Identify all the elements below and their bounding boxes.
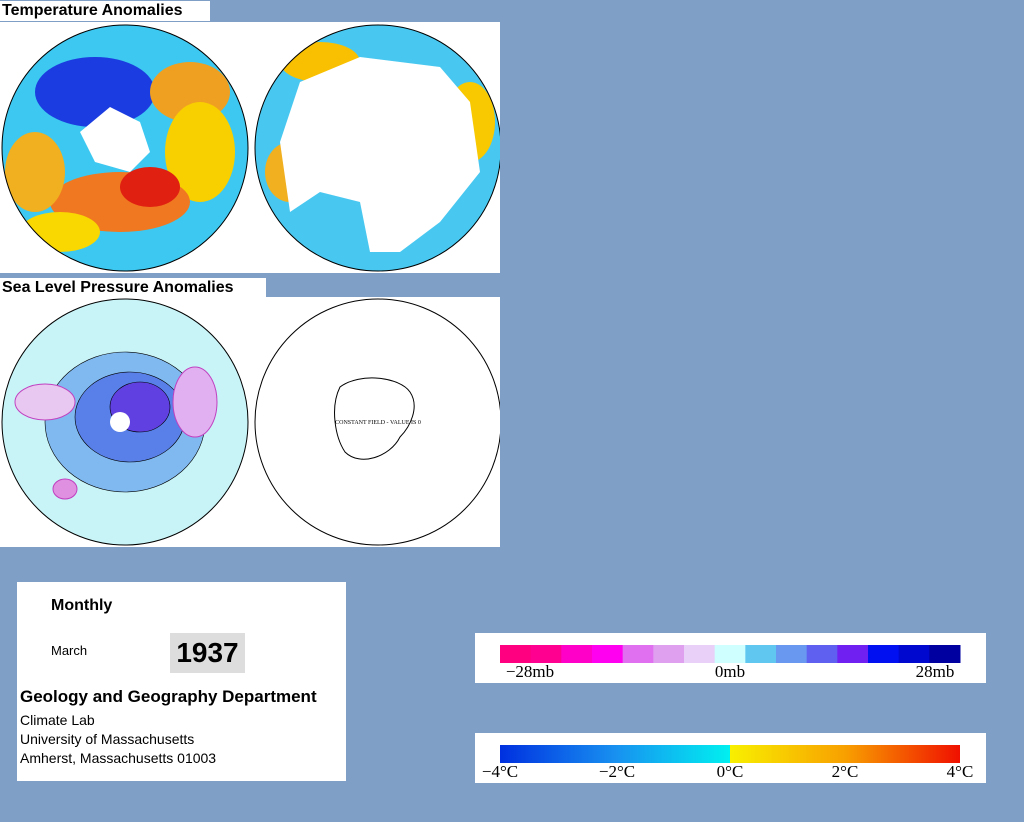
temperature-maps xyxy=(0,22,500,273)
color-bar-segment xyxy=(929,645,961,663)
legend-label: −2°C xyxy=(599,762,635,781)
color-bar-segment xyxy=(714,645,746,663)
pressure-maps: CONSTANT FIELD - VALUE IS 0 xyxy=(0,297,500,547)
legend-label: −4°C xyxy=(482,762,518,781)
pressure-title: Sea Level Pressure Anomalies xyxy=(0,278,266,298)
color-bar-segment xyxy=(622,645,654,663)
university: University of Massachusetts xyxy=(20,731,195,747)
color-bar-segment xyxy=(806,645,838,663)
year: 1937 xyxy=(170,633,245,673)
info-box: Monthly March 1937 Geology and Geography… xyxy=(17,582,346,781)
legend-label: 4°C xyxy=(947,762,974,781)
color-bar-segment xyxy=(898,645,930,663)
pressure-north-map xyxy=(2,299,248,545)
pressure-legend: −28mb 0mb 28mb xyxy=(475,633,986,683)
legend-label: 2°C xyxy=(832,762,859,781)
color-bar-segment xyxy=(868,645,900,663)
legend-label: −28mb xyxy=(506,662,554,681)
lab: Climate Lab xyxy=(20,712,95,728)
color-bar-segment xyxy=(745,645,777,663)
temperature-north-map xyxy=(2,25,248,271)
coastline xyxy=(334,377,415,460)
color-bar-segment xyxy=(776,645,808,663)
temperature-title: Temperature Anomalies xyxy=(0,1,210,21)
globe-outline xyxy=(254,24,500,272)
color-bar-segment xyxy=(500,645,532,663)
department: Geology and Geography Department xyxy=(20,687,317,706)
month: March xyxy=(51,643,88,658)
temperature-legend: −4°C −2°C 0°C 2°C 4°C xyxy=(475,733,986,783)
globe-outline xyxy=(254,298,500,546)
address: Amherst, Massachusetts 01003 xyxy=(20,750,217,766)
color-bar-segment xyxy=(837,645,869,663)
color-bar-segment xyxy=(561,645,593,663)
color-bar-segment xyxy=(653,645,685,663)
legend-label: 28mb xyxy=(916,662,955,681)
color-bar-segment xyxy=(530,645,562,663)
temperature-south-map xyxy=(255,25,500,271)
globe-outline xyxy=(1,24,249,272)
legend-label: 0°C xyxy=(717,762,744,781)
map-note: CONSTANT FIELD - VALUE IS 0 xyxy=(335,420,421,426)
color-bar-segment xyxy=(592,645,624,663)
legend-label: 0mb xyxy=(715,662,745,681)
period: Monthly xyxy=(51,597,113,614)
color-bar-segment xyxy=(684,645,716,663)
color-bar xyxy=(500,745,960,763)
globe-outline xyxy=(1,298,249,546)
